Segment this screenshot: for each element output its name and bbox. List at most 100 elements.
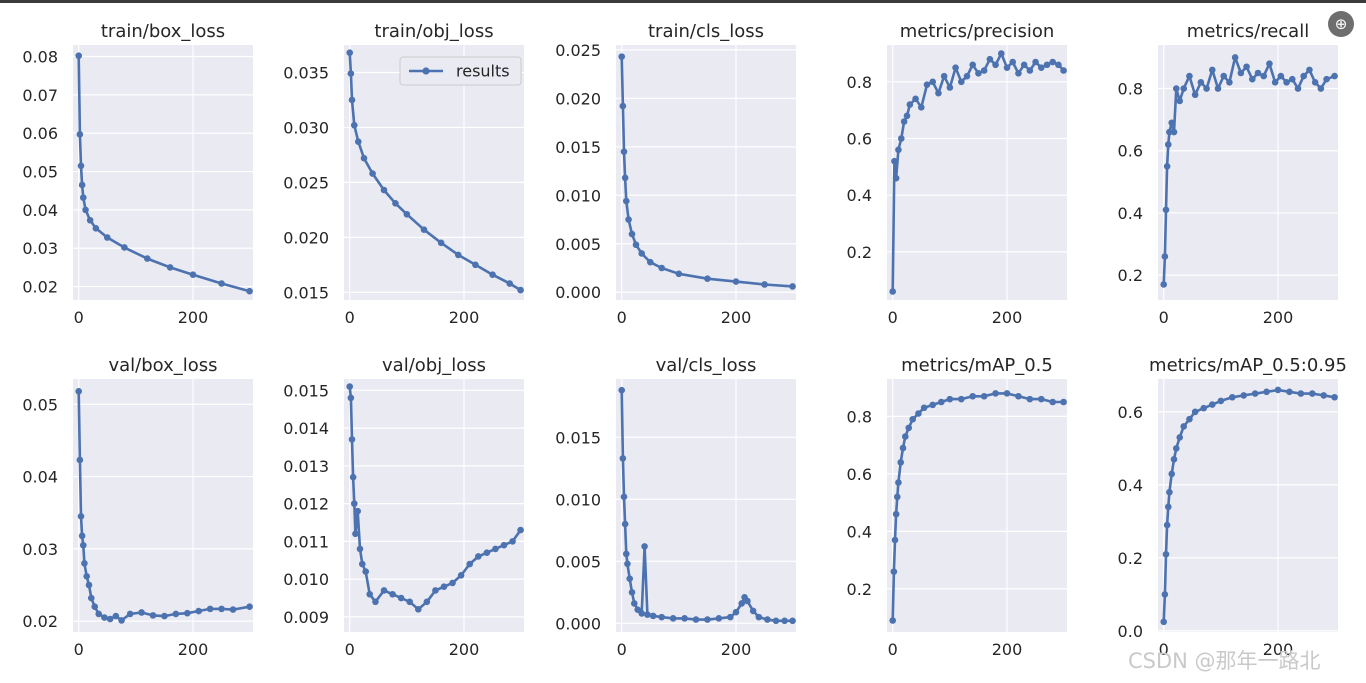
chart-panel-1: train/box_loss 0 200 0.02 0.03 0.04 0.05 0.06 0.… — [22, 21, 253, 327]
data-point — [992, 61, 999, 69]
data-point — [980, 67, 988, 74]
data-point — [1231, 54, 1239, 61]
data-point — [726, 613, 734, 621]
data-point — [638, 250, 646, 257]
data-point — [77, 162, 85, 170]
chart-panel-10: metrics/mAP_0.5:0.95 0 200 0.0 0.2 0.4 0.6 — [1118, 355, 1347, 659]
data-point — [366, 590, 374, 598]
data-point — [975, 70, 982, 77]
data-point — [75, 52, 83, 60]
plot-area — [616, 45, 796, 300]
data-point — [1200, 404, 1208, 412]
data-point — [1026, 67, 1034, 74]
data-point — [206, 605, 214, 613]
data-point — [749, 607, 757, 615]
data-point — [1170, 456, 1178, 463]
data-point — [101, 614, 108, 621]
data-point — [1226, 79, 1233, 86]
data-point — [1026, 395, 1034, 403]
data-point — [423, 598, 431, 606]
data-point — [95, 610, 103, 618]
chart-panel-6: val/box_loss 0 200 0.02 0.03 0.04 0.05 — [22, 355, 253, 659]
data-point — [1197, 79, 1205, 86]
y-tick-label: 0.000 — [555, 614, 601, 633]
data-point — [781, 617, 788, 625]
data-point — [143, 255, 151, 262]
data-point — [1254, 69, 1262, 77]
data-point — [625, 216, 632, 223]
data-point — [354, 507, 362, 515]
data-point — [915, 410, 922, 417]
plot-area — [1158, 379, 1338, 632]
data-point — [929, 401, 937, 409]
x-tick-label: 200 — [721, 640, 752, 659]
plot-area — [73, 379, 253, 632]
data-point — [1164, 141, 1172, 148]
data-point — [1251, 390, 1259, 397]
data-point — [619, 455, 627, 462]
data-point — [380, 587, 388, 594]
y-tick-label: 0.6 — [1118, 403, 1143, 422]
data-point — [1043, 61, 1051, 69]
data-point — [789, 617, 796, 625]
data-point — [772, 617, 780, 625]
data-point — [1277, 72, 1285, 80]
y-tick-label: 0.011 — [283, 532, 329, 551]
chart-panel-7: val/obj_loss 0 200 0.009 0.010 0.011 0.012 0.01… — [283, 355, 524, 659]
data-point — [658, 264, 666, 272]
y-tick-label: 0.04 — [22, 468, 58, 487]
data-point — [76, 131, 84, 138]
data-point — [946, 84, 954, 91]
data-point — [675, 270, 683, 278]
data-point — [969, 61, 977, 69]
chart-panel-3: train/cls_loss 0 200 0.000 0.005 0.010 0.015 0.… — [555, 21, 796, 327]
zoom-button[interactable]: ⊕ — [1328, 11, 1354, 37]
y-tick-label: 0.4 — [847, 522, 872, 541]
data-point — [1323, 75, 1330, 83]
data-point — [889, 617, 897, 624]
chart-title: metrics/recall — [1187, 21, 1309, 42]
y-tick-label: 0.08 — [22, 48, 58, 67]
data-point — [352, 530, 359, 538]
y-tick-label: 0.015 — [555, 428, 601, 447]
y-tick-label: 0.010 — [555, 490, 601, 509]
legend-label: results — [456, 62, 510, 81]
y-tick-label: 0.05 — [22, 163, 58, 182]
data-point — [906, 101, 914, 108]
data-point — [1237, 69, 1245, 77]
data-point — [403, 210, 411, 218]
y-tick-label: 0.015 — [283, 283, 329, 302]
data-point — [1032, 58, 1039, 66]
data-point — [472, 261, 479, 269]
data-point — [86, 216, 94, 224]
data-point — [704, 275, 711, 282]
data-point — [1311, 79, 1319, 86]
data-point — [1331, 393, 1338, 401]
data-point — [1317, 85, 1325, 92]
data-point — [624, 560, 631, 568]
data-point — [909, 415, 917, 423]
y-tick-label: 0.013 — [283, 457, 329, 476]
x-tick-label: 200 — [992, 640, 1023, 659]
y-tick-label: 0.02 — [22, 278, 58, 297]
data-point — [1266, 60, 1273, 67]
y-tick-label: 0.4 — [1118, 476, 1143, 495]
data-point — [349, 473, 357, 481]
chart-title: train/box_loss — [101, 21, 225, 42]
x-tick-label: 200 — [178, 308, 209, 327]
data-point — [1162, 550, 1170, 558]
data-point — [106, 615, 114, 623]
y-tick-label: 0.06 — [22, 124, 58, 143]
data-point — [622, 197, 630, 205]
data-point — [397, 594, 405, 602]
y-tick-label: 0.6 — [847, 130, 872, 149]
data-point — [619, 102, 627, 110]
y-tick-label: 0.000 — [555, 283, 601, 302]
data-point — [621, 174, 629, 182]
data-point — [630, 600, 638, 607]
data-point — [483, 549, 491, 557]
y-tick-label: 0.005 — [555, 552, 601, 571]
x-tick-label: 200 — [721, 308, 752, 327]
legend: results — [399, 56, 522, 86]
data-point — [79, 194, 87, 201]
